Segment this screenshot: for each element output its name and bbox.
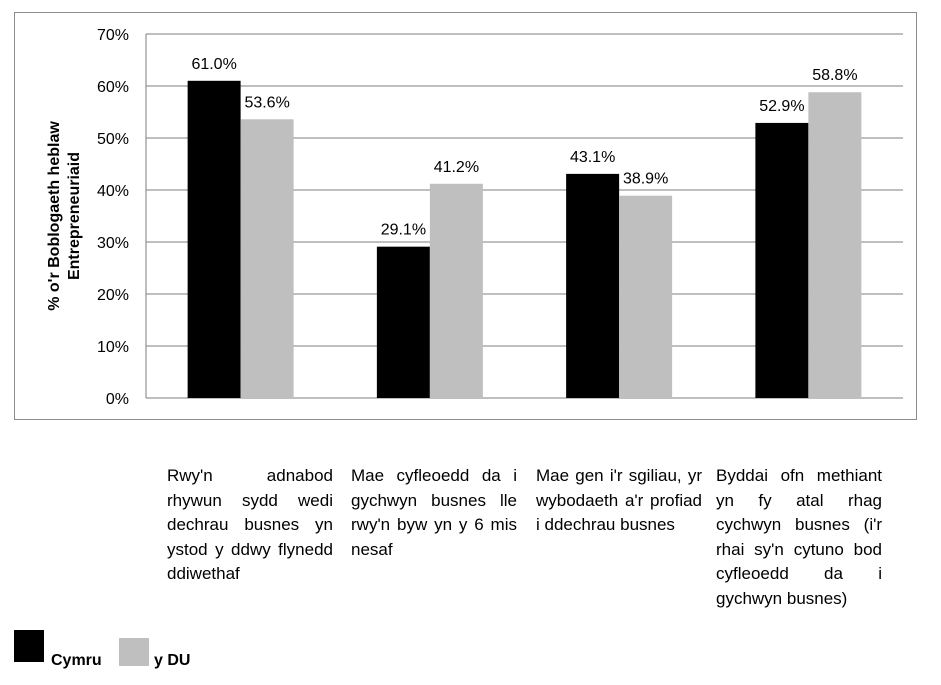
data-label: 52.9% [759, 98, 804, 115]
data-label: 58.8% [812, 67, 857, 84]
legend-swatch-y-du [119, 638, 149, 666]
bar [566, 173, 620, 398]
y-axis-title: % o'r Boblogaeth heblaw Entrepreneuriaid [46, 121, 83, 311]
legend-label-cymru: Cymru [51, 652, 102, 669]
y-tick-label: 30% [97, 235, 129, 252]
category-label: Byddai ofn methiant yn fy atal rhag cych… [716, 466, 882, 608]
y-tick-label: 0% [106, 391, 129, 408]
category-label: Rwy'n adnabod rhywun sydd wedi dechrau b… [167, 466, 333, 583]
bar [755, 122, 809, 399]
y-tick-label: 70% [97, 27, 129, 44]
bar [187, 80, 241, 399]
bar [240, 119, 294, 398]
legend-label-y-du: y DU [154, 652, 191, 669]
data-label: 29.1% [381, 222, 426, 239]
bar [619, 195, 673, 398]
category-label: Mae gen i'r sgiliau, yr wybodaeth a'r pr… [536, 466, 702, 534]
data-label: 43.1% [570, 149, 615, 166]
legend-swatch-cymru [14, 630, 44, 662]
data-label: 53.6% [244, 94, 289, 111]
y-tick-label: 60% [97, 79, 129, 96]
y-tick-label: 20% [97, 287, 129, 304]
bar [376, 246, 430, 398]
bar [808, 92, 862, 399]
data-label: 61.0% [191, 56, 236, 73]
y-axis-title-line: Entrepreneuriaid [66, 152, 83, 280]
data-label: 38.9% [623, 171, 668, 188]
bar [429, 183, 483, 398]
y-tick-label: 40% [97, 183, 129, 200]
y-tick-label: 10% [97, 339, 129, 356]
category-label: Mae cyfleoedd da i gychwyn busnes lle rw… [351, 466, 517, 559]
y-tick-label: 50% [97, 131, 129, 148]
y-axis-title-line: % o'r Boblogaeth heblaw [46, 121, 63, 311]
data-label: 41.2% [434, 159, 479, 176]
